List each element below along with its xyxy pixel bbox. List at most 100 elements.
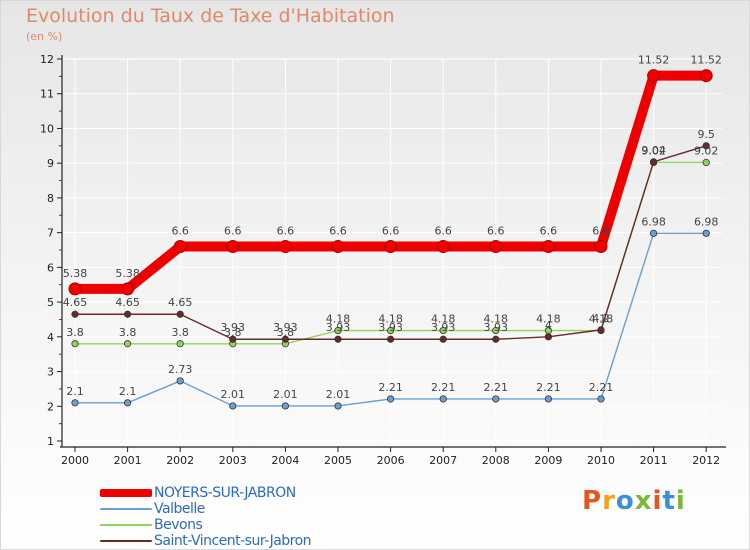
legend-swatch — [100, 524, 152, 526]
data-point — [121, 282, 135, 296]
data-label: 2.1 — [119, 385, 137, 398]
data-label: 2.1 — [66, 385, 84, 398]
y-tick-label: 11 — [40, 88, 54, 101]
data-point — [594, 240, 608, 254]
data-label: 4.18 — [589, 313, 614, 326]
x-tick-label: 2011 — [640, 454, 668, 467]
data-label: 2.21 — [484, 381, 509, 394]
proxiti-logo: Proxiti — [582, 486, 686, 516]
data-label: 4.18 — [431, 313, 456, 326]
data-point — [492, 335, 500, 343]
data-point — [541, 240, 555, 254]
x-tick-label: 2012 — [692, 454, 720, 467]
chart-title: Evolution du Taux de Taxe d'Habitation — [26, 5, 395, 27]
data-point — [176, 377, 184, 385]
legend-swatch — [100, 540, 152, 542]
data-point — [71, 340, 79, 348]
data-point — [702, 142, 710, 150]
data-label: 6.6 — [592, 225, 610, 238]
data-point — [176, 310, 184, 318]
data-point — [702, 229, 710, 237]
y-tick-label: 1 — [47, 435, 54, 448]
data-point — [71, 399, 79, 407]
data-label: 3.8 — [66, 326, 84, 339]
data-label: 3.93 — [221, 321, 246, 334]
logo-letter: r — [602, 486, 616, 516]
y-tick-label: 7 — [47, 227, 54, 240]
data-point — [597, 395, 605, 403]
data-label: 2.21 — [589, 381, 614, 394]
data-point — [647, 69, 661, 83]
data-point — [68, 282, 82, 296]
y-tick-label: 3 — [47, 366, 54, 379]
data-label: 4.65 — [63, 296, 88, 309]
data-point — [176, 340, 184, 348]
data-label: 3.93 — [326, 321, 351, 334]
data-label: 9.02 — [641, 144, 666, 157]
y-tick-label: 2 — [47, 400, 54, 413]
x-tick-label: 2000 — [61, 454, 89, 467]
data-label: 4.65 — [168, 296, 193, 309]
data-label: 2.01 — [326, 388, 351, 401]
legend-label: Valbelle — [154, 501, 205, 517]
data-label: 6.6 — [329, 225, 347, 238]
data-point — [334, 326, 342, 335]
data-point — [649, 158, 658, 166]
data-point — [597, 326, 605, 334]
data-label: 5.38 — [115, 267, 140, 280]
x-tick-label: 2008 — [482, 454, 510, 467]
data-point — [436, 240, 450, 254]
data-point — [278, 240, 292, 254]
x-tick-label: 2006 — [377, 454, 405, 467]
data-label: 4 — [545, 319, 552, 332]
data-label: 11.52 — [638, 54, 670, 67]
logo-letter: i — [652, 486, 663, 516]
data-label: 9.04 — [641, 144, 666, 157]
logo-letter: o — [615, 486, 635, 516]
logo-letter: t — [662, 486, 676, 516]
data-label: 2.21 — [378, 381, 403, 394]
data-point — [439, 326, 447, 335]
data-point — [699, 69, 713, 83]
data-label: 6.98 — [641, 215, 666, 228]
x-tick-label: 2001 — [114, 454, 142, 467]
data-point — [384, 240, 398, 254]
data-label: 6.6 — [382, 225, 400, 238]
data-point — [229, 335, 237, 343]
data-point — [226, 240, 240, 254]
x-tick-label: 2007 — [429, 454, 457, 467]
data-label: 6.6 — [224, 225, 242, 238]
data-label: 3.93 — [431, 321, 456, 334]
data-point — [492, 326, 500, 335]
chart-subtitle: (en %) — [26, 30, 63, 43]
data-label: 9.5 — [697, 128, 715, 141]
data-label: 3.8 — [277, 326, 295, 339]
data-point — [173, 240, 187, 254]
data-label: 6.6 — [171, 225, 189, 238]
data-label: 6.6 — [487, 225, 505, 238]
data-label: 2.21 — [536, 381, 561, 394]
x-tick-label: 2005 — [324, 454, 352, 467]
data-point — [544, 395, 553, 403]
data-label: 2.73 — [168, 363, 193, 376]
data-point — [649, 229, 658, 237]
data-point — [124, 399, 132, 407]
data-point — [702, 158, 710, 167]
data-point — [439, 335, 447, 343]
data-label: 11.52 — [690, 54, 722, 67]
data-point — [334, 402, 342, 410]
data-label: 2.01 — [221, 388, 246, 401]
y-tick-label: 4 — [47, 331, 54, 344]
data-point — [544, 333, 553, 341]
data-label: 3.8 — [224, 326, 242, 339]
logo-letter: P — [582, 486, 603, 516]
data-point — [492, 395, 500, 403]
data-label: 4.2 — [592, 312, 610, 325]
data-point — [439, 395, 447, 403]
data-point — [331, 240, 345, 254]
data-point — [124, 340, 132, 348]
logo-letter: i — [675, 486, 686, 516]
legend-label: NOYERS-SUR-JABRON — [154, 485, 296, 501]
